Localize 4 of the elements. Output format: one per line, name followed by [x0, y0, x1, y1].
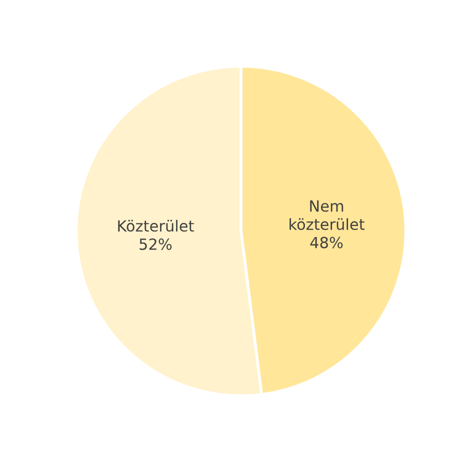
slice-label: Közterület — [118, 220, 194, 232]
data-label: 48% — [310, 236, 343, 248]
data-label: 52% — [140, 238, 172, 250]
slice-label: Nem közterület — [290, 200, 364, 230]
